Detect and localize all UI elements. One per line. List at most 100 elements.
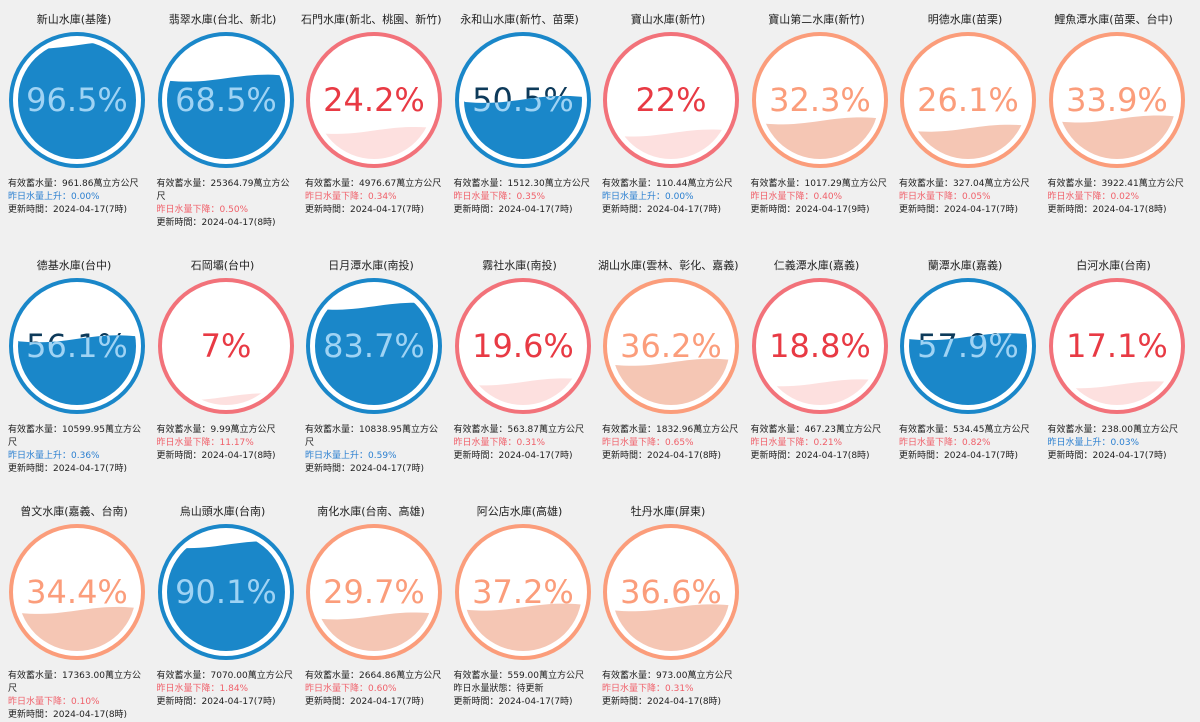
update-time-text: 更新時間：2024-04-17(8時) — [602, 697, 722, 707]
water-level-gauge: 18.8%18.8% — [751, 278, 888, 414]
capacity-text: 有效蓄水量：110.44萬立方公尺 — [602, 179, 733, 189]
reservoir-info: 有效蓄水量：973.00萬立方公尺 昨日水量下降：0.31% 更新時間：2024-0… — [598, 670, 742, 709]
reservoir-name: 阿公店水庫(高雄) — [476, 505, 563, 518]
reservoir-info: 有效蓄水量：10599.95萬立方公尺 昨日水量上升：0.36% 更新時間：2024… — [4, 424, 148, 476]
gauge-ring — [1048, 278, 1185, 414]
water-level-gauge: 34.4%34.4% — [9, 524, 145, 660]
capacity-text: 有效蓄水量：9.99萬立方公尺 — [156, 425, 276, 435]
reservoir-info: 有效蓄水量：7070.00萬立方公尺 昨日水量下降：1.84% 更新時間：2024-… — [153, 670, 297, 709]
water-fill — [166, 74, 285, 159]
percent-label: 7% — [200, 327, 251, 365]
reservoir-info: 有效蓄水量：238.00萬立方公尺 昨日水量上升：0.03% 更新時間：2024-0… — [1044, 424, 1188, 463]
capacity-text: 有效蓄水量：467.23萬立方公尺 — [750, 425, 882, 435]
update-time-text: 更新時間：2024-04-17(7時) — [602, 205, 722, 215]
daily-change-text: 昨日水量下降：0.82% — [899, 438, 991, 448]
water-level-gauge: 96.5%96.5% — [9, 32, 145, 168]
water-level-gauge: 36.2%36.2% — [603, 278, 739, 414]
update-time-text: 更新時間：2024-04-17(8時) — [156, 451, 276, 461]
reservoir-name: 南化水庫(台南、高雄) — [317, 505, 425, 518]
reservoir-info: 有效蓄水量：559.00萬立方公尺 昨日水量狀態：待更新 更新時間：2024-04-… — [450, 670, 594, 709]
reservoir-card: 牡丹水庫(屏東) 36.6%36.6% 有效蓄水量：973.00萬立方公尺昨日水量下… — [598, 505, 746, 709]
reservoir-info: 有效蓄水量：1017.29萬立方公尺 昨日水量下降：0.40% 更新時間：2024-… — [747, 178, 891, 217]
capacity-text: 有效蓄水量：327.04萬立方公尺 — [899, 179, 1030, 189]
percent-label: 18.8% — [769, 327, 871, 365]
percent-label: 36.2% — [620, 327, 722, 365]
water-fill — [166, 541, 285, 651]
water-level-gauge: 33.9%33.9% — [1048, 32, 1185, 168]
capacity-text: 有效蓄水量：4976.67萬立方公尺 — [305, 179, 442, 189]
reservoir-name: 湖山水庫(雲林、彰化、嘉義) — [598, 259, 738, 272]
daily-change-text: 昨日水量下降：0.21% — [750, 438, 843, 448]
reservoir-card: 白河水庫(台南) 17.1%17.1% 有效蓄水量：238.00萬立方公尺昨日水量上… — [1044, 259, 1192, 463]
capacity-text: 有效蓄水量：17363.00萬立方公尺 — [8, 671, 141, 694]
reservoir-info: 有效蓄水量：110.44萬立方公尺 昨日水量上升：0.00% 更新時間：2024-0… — [598, 178, 742, 217]
reservoir-info: 有效蓄水量：534.45萬立方公尺 昨日水量下降：0.82% 更新時間：2024-0… — [895, 424, 1039, 463]
reservoir-card: 烏山頭水庫(台南) 90.1%90.1% 有效蓄水量：7070.00萬立方公尺昨日水… — [153, 505, 301, 709]
daily-change-text: 昨日水量下降：0.31% — [453, 438, 546, 448]
daily-change-text: 昨日水量下降：0.31% — [602, 684, 694, 694]
reservoir-name: 翡翠水庫(台北、新北) — [168, 13, 277, 26]
capacity-text: 有效蓄水量：10838.95萬立方公尺 — [305, 425, 438, 448]
capacity-text: 有效蓄水量：961.86萬立方公尺 — [8, 179, 139, 189]
reservoir-name: 石岡壩(台中) — [190, 259, 255, 272]
water-level-gauge: 57.9%57.9% — [900, 278, 1036, 414]
capacity-text: 有效蓄水量：534.45萬立方公尺 — [899, 425, 1030, 435]
reservoir-info: 有效蓄水量：10838.95萬立方公尺 昨日水量上升：0.59% 更新時間：2024… — [301, 424, 445, 476]
reservoir-name: 霧社水庫(南投) — [482, 259, 557, 272]
daily-change-text: 昨日水量下降：0.60% — [305, 684, 397, 694]
reservoir-info: 有效蓄水量：1512.30萬立方公尺 昨日水量下降：0.35% 更新時間：2024-… — [450, 178, 594, 217]
update-time-text: 更新時間：2024-04-17(9時) — [750, 205, 870, 215]
reservoir-info: 有效蓄水量：25364.79萬立方公尺 昨日水量下降：0.50% 更新時間：2024… — [153, 178, 297, 230]
daily-change-text: 昨日水量上升：0.36% — [8, 451, 100, 461]
water-fill — [909, 333, 1027, 405]
capacity-text: 有效蓄水量：1512.30萬立方公尺 — [453, 179, 590, 189]
percent-label: 34.4% — [26, 573, 128, 611]
percent-label-over-water: 83.7% — [323, 327, 425, 365]
percent-label: 19.6% — [472, 327, 574, 365]
reservoir-info: 有效蓄水量：563.87萬立方公尺 昨日水量下降：0.31% 更新時間：2024-0… — [450, 424, 594, 463]
water-fill — [18, 606, 136, 651]
percent-label: 29.7% — [323, 573, 425, 611]
reservoir-name: 曾文水庫(嘉義、台南) — [20, 505, 128, 518]
daily-change-text: 昨日水量下降：0.10% — [8, 697, 100, 707]
reservoir-info: 有效蓄水量：17363.00萬立方公尺昨日水量下降：0.10% 更新時間：2024… — [4, 670, 148, 722]
reservoir-card: 阿公店水庫(高雄) 37.2%37.2% 有效蓄水量：559.00萬立方公尺昨日水量… — [450, 505, 598, 709]
percent-label: 32.3% — [769, 81, 871, 119]
update-time-text: 更新時間：2024-04-17(8時) — [750, 451, 870, 461]
water-level-gauge: 32.3%32.3% — [751, 32, 888, 168]
reservoir-name: 石門水庫(新北、桃園、新竹) — [301, 13, 441, 26]
reservoir-name: 牡丹水庫(屏東) — [630, 505, 706, 518]
update-time-text: 更新時間：2024-04-17(7時) — [305, 697, 425, 707]
water-level-gauge: 19.6%19.6% — [454, 278, 591, 414]
daily-change-text: 昨日水量下降：0.40% — [750, 192, 843, 202]
water-fill — [612, 358, 730, 405]
reservoir-card: 永和山水庫(新竹、苗栗) 50.5%50.5% 有效蓄水量：1512.30萬立方公尺… — [450, 13, 598, 217]
update-time-text: 更新時間：2024-04-17(7時) — [453, 205, 573, 215]
capacity-text: 有效蓄水量：2664.86萬立方公尺 — [305, 671, 442, 681]
daily-change-text: 昨日水量下降：11.17% — [156, 438, 254, 448]
water-level-gauge: 22%22% — [603, 32, 739, 168]
water-fill — [463, 95, 582, 159]
daily-change-text: 昨日水量上升：0.59% — [305, 451, 397, 461]
reservoir-card: 寶山第二水庫(新竹) 32.3%32.3% 有效蓄水量：1017.29萬立方公尺昨日… — [747, 13, 895, 217]
water-level-gauge: 26.1%26.1% — [900, 32, 1036, 168]
update-time-text: 更新時間：2024-04-17(8時) — [8, 710, 128, 720]
update-time-text: 更新時間：2024-04-17(7時) — [899, 205, 1019, 215]
reservoir-info: 有效蓄水量：467.23萬立方公尺 昨日水量下降：0.21% 更新時間：2024-0… — [747, 424, 891, 463]
water-level-gauge: 56.1%56.1% — [9, 278, 145, 414]
reservoir-info: 有效蓄水量：9.99萬立方公尺 昨日水量下降：11.17% 更新時間：2024-04… — [153, 424, 297, 463]
daily-change-text: 昨日水量下降：0.65% — [602, 438, 694, 448]
water-fill — [612, 604, 730, 651]
update-time-text: 更新時間：2024-04-17(7時) — [453, 451, 573, 461]
water-fill — [18, 335, 136, 405]
percent-label: 22% — [635, 81, 706, 119]
reservoir-card: 翡翠水庫(台北、新北) 68.5%68.5% 有效蓄水量：25364.79萬立方公尺… — [153, 13, 301, 230]
update-time-text: 更新時間：2024-04-17(7時) — [453, 697, 573, 707]
reservoir-info: 有效蓄水量：4976.67萬立方公尺 昨日水量下降：0.34% 更新時間：2024-… — [301, 178, 445, 217]
percent-label-over-water: 37.2% — [472, 573, 574, 611]
daily-change-text: 昨日水量上升：0.00% — [602, 192, 694, 202]
water-fill — [315, 302, 433, 405]
reservoir-name: 新山水庫(基隆) — [36, 13, 112, 26]
reservoir-name: 寶山水庫(新竹) — [630, 13, 706, 26]
